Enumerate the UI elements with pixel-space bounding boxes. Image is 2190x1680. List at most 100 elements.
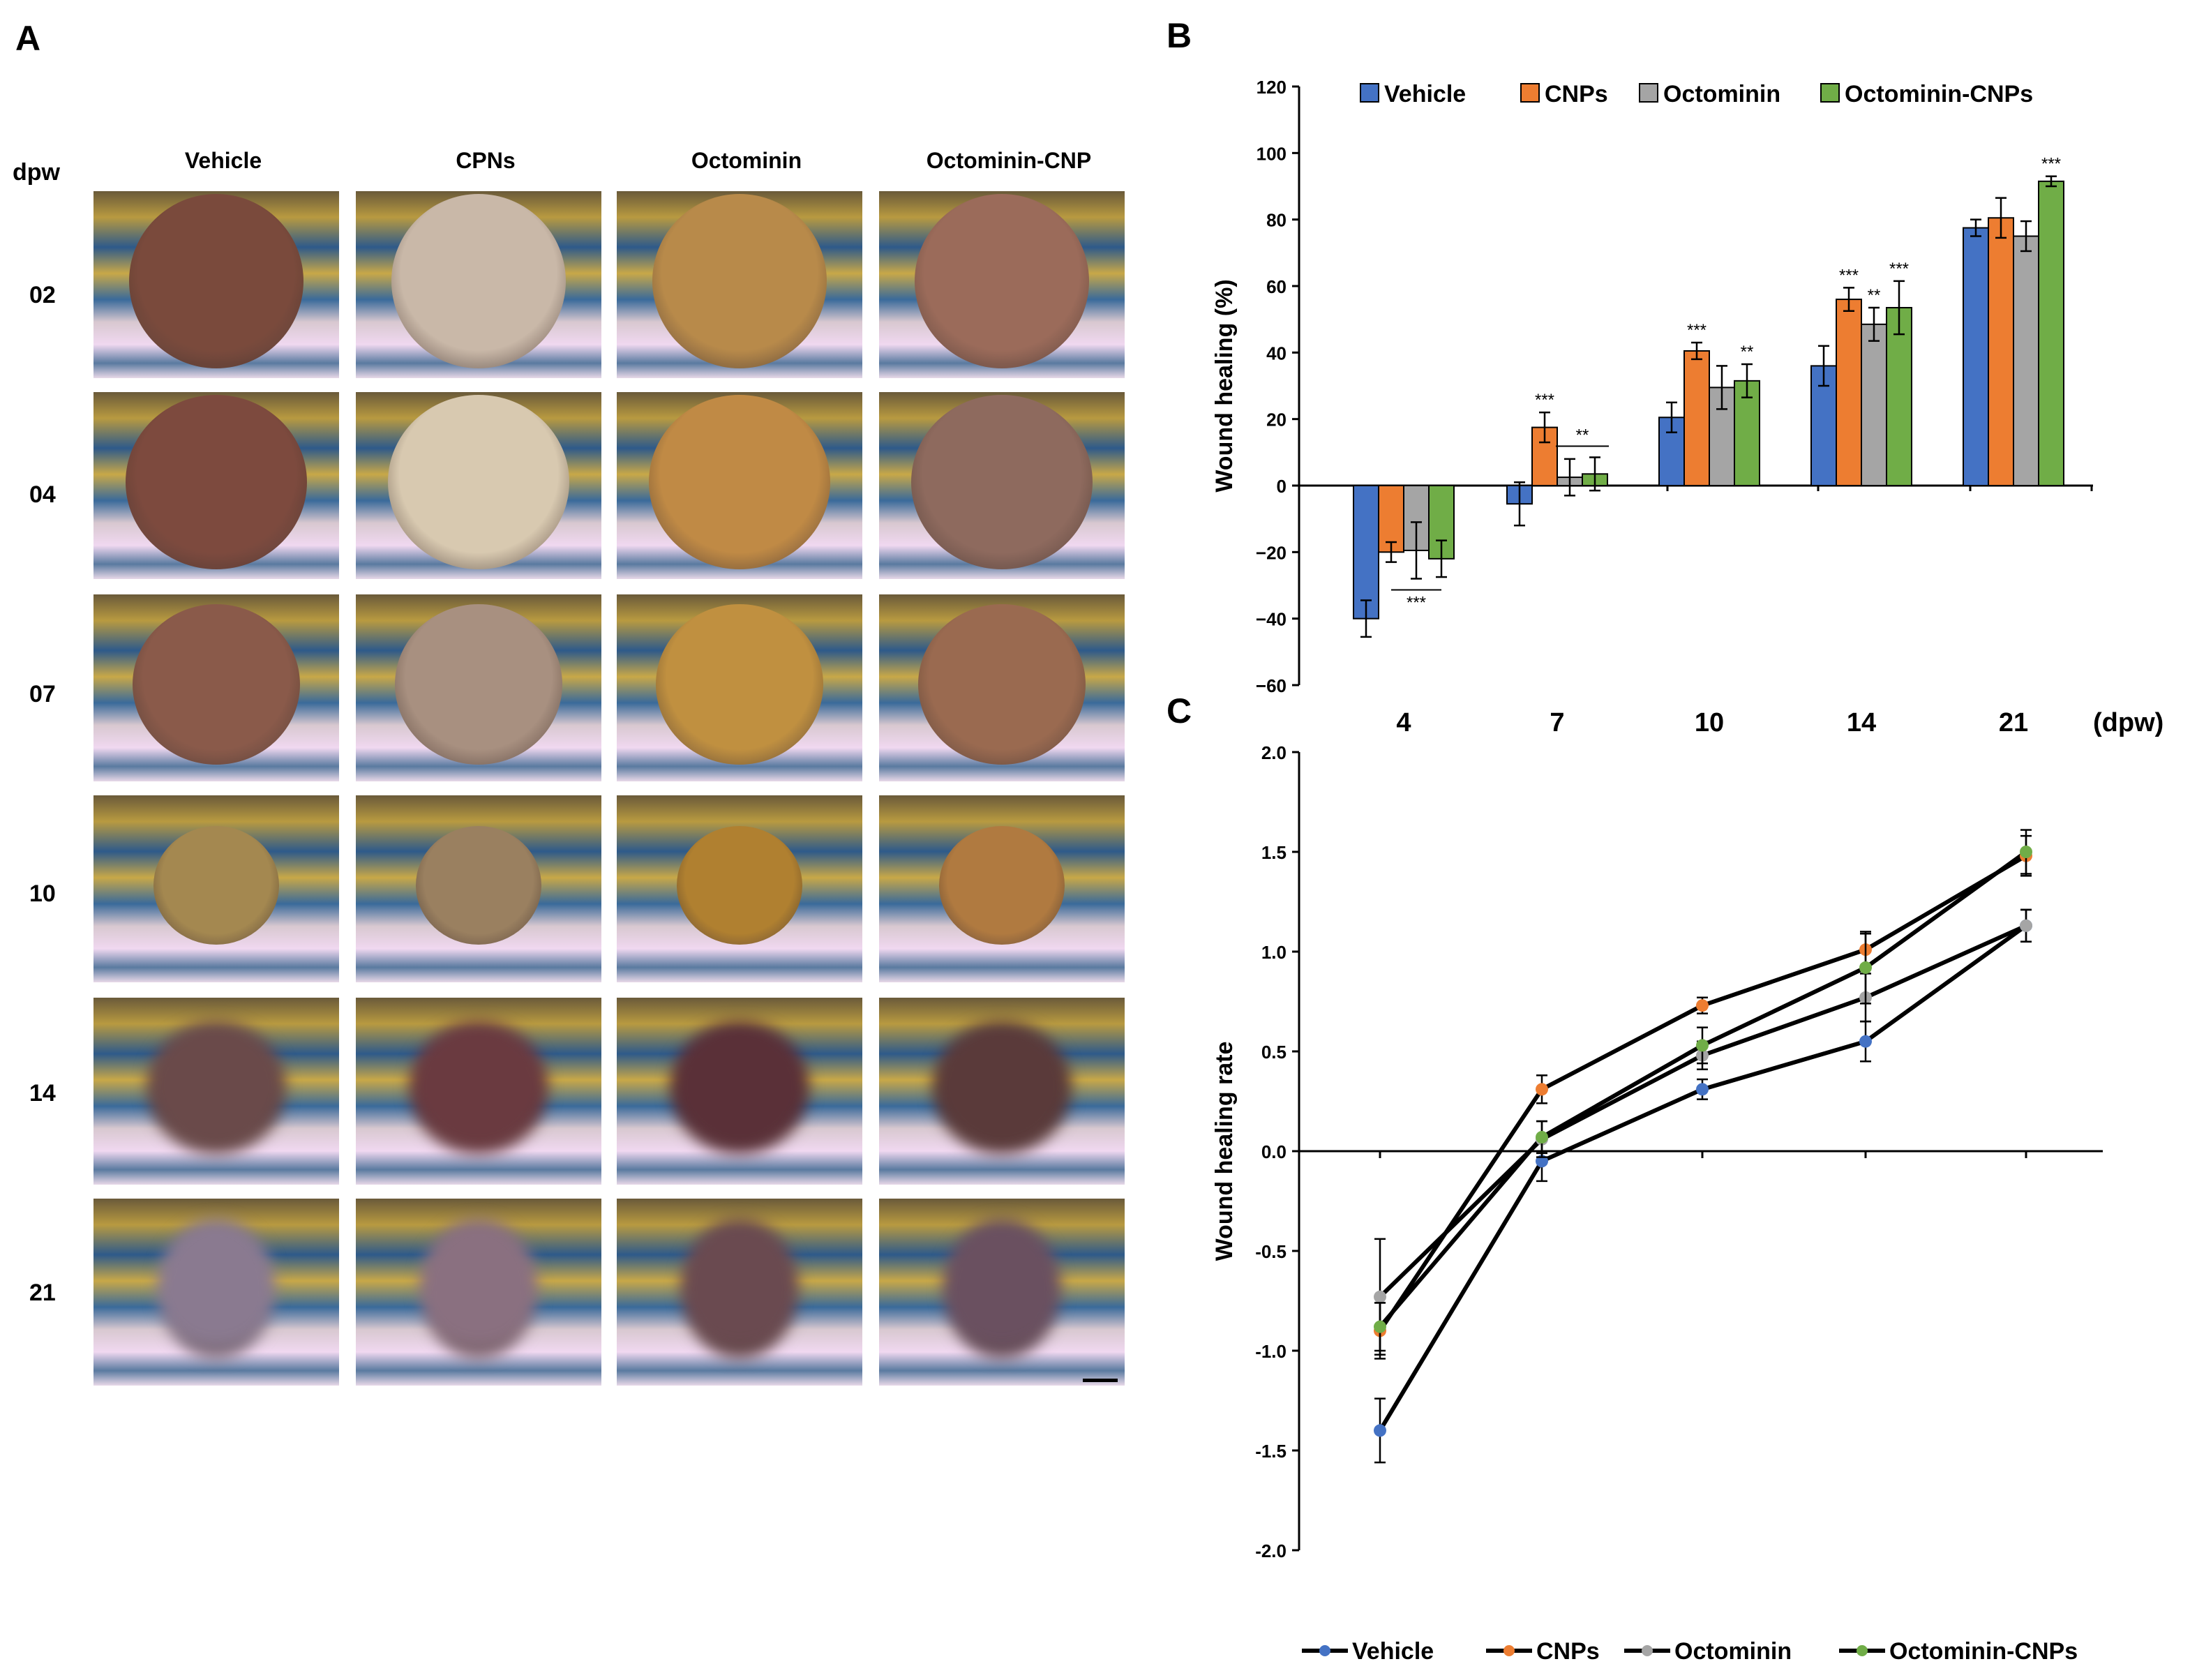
bar (1378, 485, 1404, 553)
legend-label: CNPs (1545, 81, 1608, 107)
legend-swatch (1820, 83, 1840, 103)
y-tick-label: −20 (1256, 542, 1287, 563)
y-tick-label: 0 (1277, 476, 1287, 497)
bar (1353, 485, 1379, 620)
legend-label: CNPs (1536, 1638, 1600, 1665)
wound-photo (93, 795, 339, 982)
legend-swatch (1360, 83, 1379, 103)
y-tick-label: 60 (1266, 276, 1287, 297)
wound-area (395, 603, 562, 765)
data-point (1696, 1039, 1709, 1052)
column-header-cpns: CPNs (456, 148, 516, 173)
wound-area (656, 603, 823, 765)
wound-area (133, 603, 300, 765)
wound-photo (617, 392, 862, 579)
significance-label: *** (1407, 593, 1426, 612)
wound-area (670, 1021, 809, 1154)
row-label-02: 02 (29, 282, 56, 308)
panel-b-label: B (1167, 16, 1192, 55)
data-point (1859, 961, 1872, 974)
data-point (1696, 999, 1709, 1012)
wound-photo (617, 795, 862, 982)
wound-photo (93, 1199, 339, 1386)
wound-photo (879, 594, 1125, 781)
wound-area (157, 1218, 276, 1358)
bar (2038, 180, 2064, 486)
row-label-14: 14 (29, 1080, 56, 1107)
scale-bar (1083, 1379, 1118, 1382)
y-tick-label: 0.0 (1261, 1141, 1287, 1162)
data-point (2020, 919, 2032, 932)
wound-photo (93, 191, 339, 378)
bar (1988, 217, 2014, 486)
wound-area (388, 394, 569, 569)
wound-area (943, 1218, 1061, 1358)
significance-label: *** (1687, 321, 1707, 340)
y-tick-label: 0.5 (1261, 1042, 1287, 1063)
data-point (1696, 1083, 1709, 1096)
wound-photo (617, 191, 862, 378)
wound-photo (93, 594, 339, 781)
data-point (1374, 1290, 1386, 1303)
significance-label: *** (1535, 391, 1554, 410)
y-tick-label: −60 (1256, 675, 1287, 696)
y-tick-label: 80 (1266, 210, 1287, 231)
wound-photo (879, 1199, 1125, 1386)
legend-label: Vehicle (1384, 81, 1466, 107)
x-axis-unit-label: (dpw) (2093, 708, 2163, 737)
wound-photo (356, 594, 601, 781)
row-label-21: 21 (29, 1280, 56, 1306)
significance-label: *** (1889, 260, 1909, 278)
wound-area (680, 1218, 799, 1358)
wound-area (153, 825, 279, 945)
legend-marker (1642, 1645, 1653, 1656)
wound-area (129, 193, 303, 368)
wound-photo (93, 392, 339, 579)
y-tick-label: 100 (1257, 143, 1287, 164)
legend-marker (1857, 1645, 1868, 1656)
bar (1836, 299, 1862, 486)
wound-area (416, 825, 541, 945)
wound-area (911, 394, 1093, 569)
column-header-octominin: Octominin (691, 148, 802, 173)
x-tick-label: 7 (1550, 708, 1564, 737)
y-tick-label: 2.0 (1261, 742, 1287, 763)
wound-photo (617, 594, 862, 781)
y-tick-label: -0.5 (1255, 1241, 1287, 1262)
row-label-04: 04 (29, 481, 56, 508)
bar (1683, 350, 1710, 487)
legend-label: Octominin (1663, 81, 1780, 107)
wound-photo (93, 998, 339, 1185)
y-tick-label: -2.0 (1255, 1540, 1287, 1561)
wound-photo (356, 795, 601, 982)
wound-area (419, 1218, 538, 1358)
legend-swatch (1520, 83, 1540, 103)
significance-label: ** (1576, 426, 1589, 444)
wound-photo (617, 998, 862, 1185)
y-tick-label: 20 (1266, 410, 1287, 430)
bar (1886, 306, 1912, 486)
legend-marker (1319, 1645, 1330, 1656)
wound-photo (879, 795, 1125, 982)
wound-photo (617, 1199, 862, 1386)
significance-label: ** (1868, 286, 1881, 305)
wound-area (915, 193, 1089, 368)
wound-photo (879, 392, 1125, 579)
wound-area (932, 1021, 1072, 1154)
column-header-octominin-cnp: Octominin-CNP (926, 148, 1092, 173)
x-tick-label: 14 (1847, 708, 1876, 737)
wound-photo (356, 191, 601, 378)
wound-area (147, 1021, 286, 1154)
bar (1531, 426, 1558, 486)
legend-swatch (1639, 83, 1658, 103)
wound-healing-bar-chart: 120 100 80 60 40 20 0 −20 −40 −60 Wound healing (%… (1211, 77, 2163, 737)
wound-area (918, 603, 1086, 765)
wound-area (652, 193, 827, 368)
data-point (1374, 1320, 1386, 1333)
y-tick-label: 120 (1257, 77, 1287, 98)
wound-photo (356, 998, 601, 1185)
dpw-row-header: dpw (13, 159, 60, 186)
legend-label: Octominin (1674, 1638, 1792, 1665)
y-tick-label: −40 (1256, 609, 1287, 630)
significance-label: *** (2041, 155, 2061, 174)
